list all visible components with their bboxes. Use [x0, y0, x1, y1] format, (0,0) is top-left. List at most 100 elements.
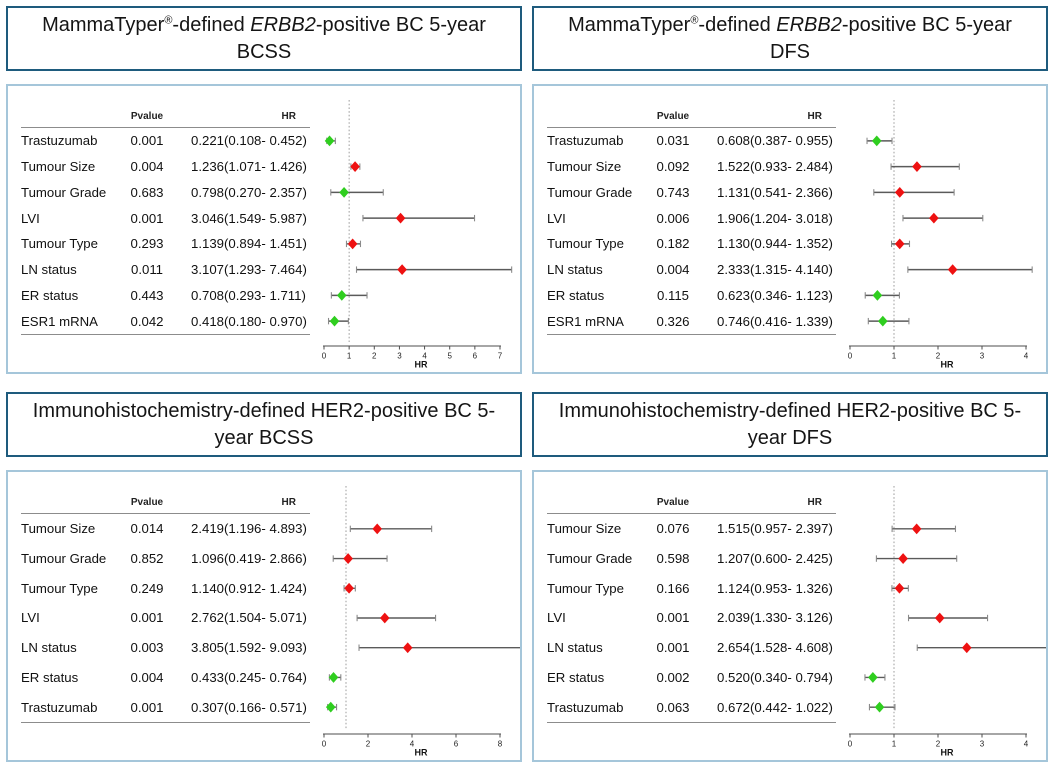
table-row: Tumour Grade 0.852 1.096(0.419- 2.866) [21, 544, 310, 574]
hr-ci-cell: 1.140(0.912- 1.424) [191, 580, 307, 596]
hr-marker-diamond [395, 212, 406, 224]
hr-ci-cell: 1.522(0.933- 2.484) [717, 159, 833, 175]
pvalue-cell: 0.182 [656, 236, 690, 252]
hr-ci-cell: 3.107(1.293- 7.464) [191, 262, 307, 278]
hr-marker-diamond [343, 553, 353, 564]
title-text: Immunohistochemistry-defined HER2-positi… [32, 400, 496, 449]
x-axis-label: HR [941, 748, 954, 758]
variable-label: Tumour Grade [547, 551, 633, 567]
hr-marker-diamond [372, 523, 383, 535]
pvalue-cell: 0.004 [130, 159, 164, 175]
hr-ci-cell: 0.307(0.166- 0.571) [191, 699, 307, 715]
variable-label: ESR1 mRNA [547, 313, 624, 329]
hr-marker-diamond [871, 135, 882, 147]
hr-marker-diamond [347, 238, 358, 250]
hr-ci-cell: 0.746(0.416- 1.339) [717, 313, 833, 329]
hr-marker-diamond [874, 701, 885, 713]
hr-ci-cell: 0.623(0.346- 1.123) [717, 287, 833, 303]
table-row: Tumour Type 0.293 1.139(0.894- 1.451) [21, 231, 310, 257]
panel-title: MammaTyper®-defined ERBB2-positive BC 5-… [532, 6, 1048, 71]
x-axis-label: HR [415, 748, 428, 758]
forest-plot: 0 1 2 3 4 HR [836, 86, 1046, 372]
hr-marker-diamond [898, 553, 908, 564]
hr-ci-cell: 1.236(1.071- 1.426) [191, 159, 307, 175]
cox-table: Pvalue HR Tumour Size 0.014 2.419(1.196- 4… [8, 472, 310, 760]
variable-label: ER status [21, 287, 79, 303]
table-row: Tumour Size 0.076 1.515(0.957- 2.397) [547, 514, 836, 544]
table-row: LVI 0.006 1.906(1.204- 3.018) [547, 205, 836, 231]
variable-label: Tumour Grade [21, 551, 107, 567]
pvalue-cell: 0.001 [130, 699, 164, 715]
pvalue-cell: 0.003 [130, 640, 164, 656]
pvalue-cell: 0.042 [130, 313, 164, 329]
hr-ci-cell: 2.762(1.504- 5.071) [191, 610, 307, 626]
pvalue-cell: 0.683 [130, 184, 164, 200]
x-axis-label: HR [941, 360, 954, 370]
x-axis-tick-label: 4 [1024, 352, 1029, 361]
variable-label: Tumour Grade [21, 184, 107, 200]
hr-marker-diamond [894, 186, 905, 198]
x-axis-tick-label: 1 [892, 740, 897, 749]
hr-marker-diamond [325, 701, 336, 713]
x-axis-tick-label: 7 [498, 352, 503, 361]
table-row: Trastuzumab 0.001 0.221(0.108- 0.452) [21, 128, 310, 154]
hr-ci-cell: 1.096(0.419- 2.866) [191, 551, 307, 567]
pvalue-cell: 0.001 [130, 133, 164, 149]
forest-plot-svg: 0 1 2 3 4 HR [848, 486, 1046, 758]
registered-mark: ® [690, 14, 699, 27]
table-row: Tumour Size 0.092 1.522(0.933- 2.484) [547, 154, 836, 180]
hr-ci-cell: 0.520(0.340- 0.794) [717, 669, 833, 685]
x-axis-tick-label: 6 [454, 740, 459, 749]
table-row: Tumour Type 0.166 1.124(0.953- 1.326) [547, 573, 836, 603]
panel-mammatyper-dfs: MammaTyper®-defined ERBB2-positive BC 5-… [532, 6, 1048, 374]
hr-marker-diamond [947, 264, 958, 276]
hr-marker-diamond [911, 523, 922, 535]
hr-ci-cell: 1.906(1.204- 3.018) [717, 210, 833, 226]
hr-marker-diamond [350, 161, 360, 173]
registered-mark: ® [164, 14, 173, 27]
table-row: ER status 0.115 0.623(0.346- 1.123) [547, 283, 836, 309]
table-row: Trastuzumab 0.063 0.672(0.442- 1.022) [547, 692, 836, 722]
hr-marker-diamond [934, 612, 945, 624]
panel-title: MammaTyper®-defined ERBB2-positive BC 5-… [6, 6, 522, 71]
x-axis-tick-label: 4 [422, 352, 427, 361]
table-row: Tumour Type 0.182 1.130(0.944- 1.352) [547, 231, 836, 257]
pvalue-column-header: Pvalue [656, 111, 690, 122]
variable-label: Tumour Type [21, 580, 98, 596]
panel-title: Immunohistochemistry-defined HER2-positi… [532, 392, 1048, 457]
panel-mammatyper-bcss: MammaTyper®-defined ERBB2-positive BC 5-… [6, 6, 522, 374]
cox-table: Pvalue HR Tumour Size 0.076 1.515(0.957- 2… [534, 472, 836, 760]
pvalue-cell: 0.031 [656, 133, 690, 149]
table-row: Tumour Grade 0.598 1.207(0.600- 2.425) [547, 544, 836, 574]
variable-label: LVI [547, 210, 566, 226]
table-row: ESR1 mRNA 0.042 0.418(0.180- 0.970) [21, 308, 310, 334]
table-header: Pvalue HR [21, 472, 310, 514]
variable-label: Tumour Type [547, 236, 624, 252]
hr-ci-cell: 1.515(0.957- 2.397) [717, 521, 833, 537]
x-axis-tick-label: 0 [322, 740, 327, 749]
table-rows: Trastuzumab 0.001 0.221(0.108- 0.452) Tumou… [21, 128, 310, 335]
x-axis-tick-label: 0 [848, 740, 853, 749]
hr-marker-diamond [894, 582, 905, 594]
variable-label: ESR1 mRNA [21, 313, 98, 329]
pvalue-cell: 0.004 [130, 669, 164, 685]
hr-column-header: HR [281, 111, 296, 122]
hr-ci-cell: 0.433(0.245- 0.764) [191, 669, 307, 685]
forest-plot: 0 1 2 3 4 5 6 7 HR [310, 86, 520, 372]
x-axis-tick-label: 5 [447, 352, 452, 361]
hr-marker-diamond [344, 582, 354, 594]
table-row: Tumour Grade 0.743 1.131(0.541- 2.366) [547, 180, 836, 206]
forest-plot-svg: 0 1 2 3 4 5 6 7 HR [322, 100, 513, 370]
x-axis-label: HR [415, 360, 428, 370]
hr-ci-cell: 1.131(0.541- 2.366) [717, 184, 833, 200]
variable-label: LN status [547, 262, 603, 278]
hr-column-header: HR [281, 497, 296, 508]
variable-label: ER status [547, 669, 605, 685]
hr-marker-diamond [961, 642, 972, 654]
table-row: LVI 0.001 3.046(1.549- 5.987) [21, 205, 310, 231]
variable-label: ER status [21, 669, 79, 685]
hr-marker-diamond [337, 289, 347, 301]
panel-ihc-dfs: Immunohistochemistry-defined HER2-positi… [532, 392, 1048, 762]
variable-label: Tumour Type [547, 580, 624, 596]
hr-marker-diamond [328, 672, 339, 683]
